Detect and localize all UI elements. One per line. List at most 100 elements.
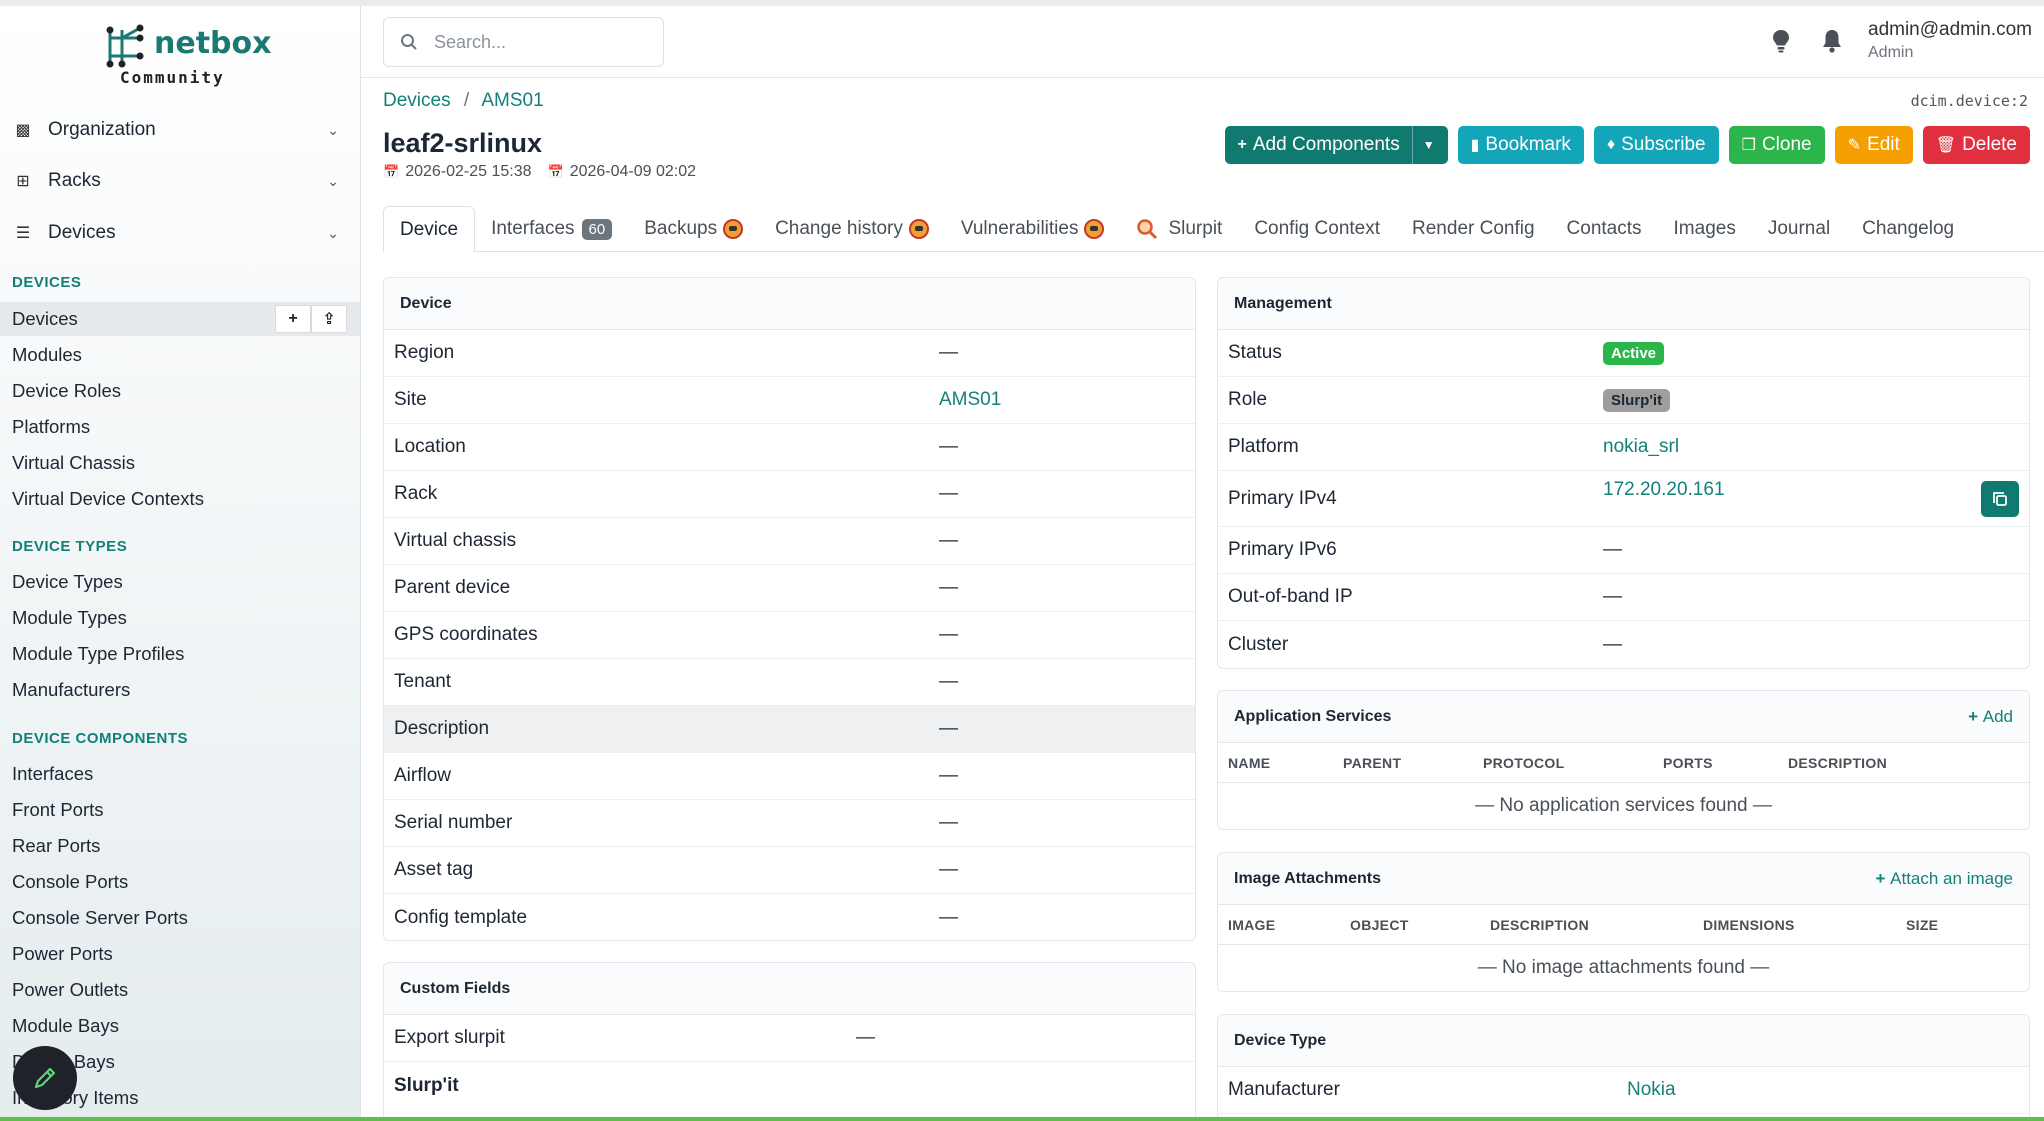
sidebar-item-module-type-profiles[interactable]: Module Type Profiles <box>0 637 360 671</box>
tab-change-history[interactable]: Change history <box>759 206 945 252</box>
search-input[interactable] <box>434 31 654 53</box>
sidebar-item-modules[interactable]: Modules <box>0 338 360 372</box>
subscribe-button[interactable]: ♦ Subscribe <box>1593 126 1719 164</box>
attr-row-role: Role Slurp'it <box>1218 377 2029 424</box>
lightbulb-icon[interactable] <box>1769 28 1793 54</box>
search-box[interactable] <box>383 17 664 67</box>
brand-name: netbox <box>154 26 272 61</box>
tab-backups[interactable]: Backups <box>628 206 759 252</box>
sidebar-item-power-outlets[interactable]: Power Outlets <box>0 973 360 1007</box>
edit-fab-button[interactable] <box>13 1046 77 1110</box>
attr-value: — <box>939 859 958 880</box>
object-actions: + Add Components ▼ ▮ Bookmark ♦ Subscrib… <box>1224 126 2030 164</box>
tab-images[interactable]: Images <box>1658 206 1752 252</box>
brand-edition: Community <box>120 68 225 87</box>
breadcrumb-devices-link[interactable]: Devices <box>383 90 451 111</box>
sidebar-item-module-bays[interactable]: Module Bays <box>0 1009 360 1043</box>
platform-link[interactable]: nokia_srl <box>1603 436 1680 457</box>
tab-changelog[interactable]: Changelog <box>1846 206 1970 252</box>
column-header[interactable]: DESCRIPTION <box>1788 754 1887 771</box>
copy-ip-button[interactable] <box>1981 480 2019 517</box>
sidebar-item-module-types[interactable]: Module Types <box>0 601 360 635</box>
sidebar-item-rear-ports[interactable]: Rear Ports <box>0 829 360 863</box>
copy-icon <box>1993 491 2007 506</box>
column-header[interactable]: OBJECT <box>1350 916 1409 933</box>
add-service-button[interactable]: + Add <box>1968 707 2013 727</box>
sidebar-item-manufacturers[interactable]: Manufacturers <box>0 673 360 707</box>
sidebar-item-label: Console Server Ports <box>12 907 188 928</box>
section-heading-device-types: DEVICE TYPES <box>12 538 128 555</box>
tab-config-context[interactable]: Config Context <box>1238 206 1396 252</box>
site-link[interactable]: AMS01 <box>939 389 1002 410</box>
tab-vulnerabilities[interactable]: Vulnerabilities <box>945 206 1121 252</box>
sidebar-item-virtual-chassis[interactable]: Virtual Chassis <box>0 446 360 480</box>
user-email: admin@admin.com <box>1868 19 2032 40</box>
tab-device[interactable]: Device <box>383 206 476 253</box>
tab-journal[interactable]: Journal <box>1752 206 1846 252</box>
chevron-down-icon[interactable]: ▼ <box>1411 126 1435 164</box>
sidebar-item-power-ports[interactable]: Power Ports <box>0 937 360 971</box>
column-header[interactable]: SIZE <box>1906 916 1939 933</box>
attr-label: Out-of-band IP <box>1228 586 1353 607</box>
rack-icon: ⊞ <box>16 173 30 190</box>
tab-label: Config Context <box>1254 218 1381 239</box>
attr-value: — <box>939 530 958 551</box>
column-header[interactable]: PROTOCOL <box>1483 754 1565 771</box>
attr-value: — <box>939 483 958 504</box>
sidebar-item-virtual-device-contexts[interactable]: Virtual Device Contexts <box>0 482 360 516</box>
attach-image-button[interactable]: + Attach an image <box>1875 869 2013 889</box>
sidebar-item-device-roles[interactable]: Device Roles <box>0 374 360 408</box>
header-divider <box>361 77 2044 78</box>
column-header[interactable]: PARENT <box>1343 754 1402 771</box>
add-components-button[interactable]: + Add Components ▼ <box>1224 126 1448 164</box>
bell-icon[interactable] <box>1820 28 1844 54</box>
netbox-logo[interactable]: netbox Community <box>102 22 271 92</box>
attr-row-manufacturer: Manufacturer Nokia <box>1218 1067 2029 1114</box>
tab-interfaces[interactable]: Interfaces 60 <box>475 206 628 252</box>
sidebar-item-console-ports[interactable]: Console Ports <box>0 865 360 899</box>
sidebar-item-platforms[interactable]: Platforms <box>0 410 360 444</box>
column-header[interactable]: DIMENSIONS <box>1703 916 1795 933</box>
created-value: 2026-02-25 15:38 <box>405 163 532 180</box>
sidebar-item-devices[interactable]: Devices + ⇪ <box>0 302 360 336</box>
sidebar-item-console-server-ports[interactable]: Console Server Ports <box>0 901 360 935</box>
attr-value: — <box>1603 586 1622 607</box>
edit-button[interactable]: ✎ Edit <box>1834 126 1913 164</box>
primary-ipv4-link[interactable]: 172.20.20.161 <box>1603 479 1725 500</box>
attr-value: — <box>939 812 958 833</box>
attr-row-cluster: Cluster — <box>1218 621 2029 668</box>
column-header[interactable]: PORTS <box>1663 754 1713 771</box>
sidebar-item-label: Front Ports <box>12 799 104 820</box>
tab-render-config[interactable]: Render Config <box>1396 206 1551 252</box>
column-header[interactable]: IMAGE <box>1228 916 1276 933</box>
add-device-button[interactable]: + <box>275 305 311 333</box>
custom-field-group: Slurp'it <box>384 1062 1195 1109</box>
card-title: Custom Fields <box>384 963 1195 1015</box>
column-header[interactable]: DESCRIPTION <box>1490 916 1589 933</box>
breadcrumb-site-link[interactable]: AMS01 <box>481 90 544 111</box>
menu-group-racks[interactable]: ⊞ Racks ⌄ <box>0 156 360 206</box>
attr-label: Tenant <box>394 671 452 692</box>
user-role: Admin <box>1868 44 1914 61</box>
column-header[interactable]: NAME <box>1228 754 1271 771</box>
server-icon: ☰ <box>15 225 31 242</box>
tab-slurpit[interactable]: Slurpit <box>1120 206 1238 252</box>
sidebar-item-device-types[interactable]: Device Types <box>0 565 360 599</box>
menu-group-organization[interactable]: ▩ Organization ⌄ <box>0 105 360 155</box>
role-badge[interactable]: Slurp'it <box>1603 389 1671 412</box>
menu-group-devices[interactable]: ☰ Devices ⌄ <box>0 208 360 258</box>
clone-button[interactable]: ❐ Clone <box>1728 126 1825 164</box>
bookmark-button[interactable]: ▮ Bookmark <box>1457 126 1584 164</box>
user-menu[interactable]: admin@admin.com Admin <box>1868 19 2032 62</box>
import-device-button[interactable]: ⇪ <box>311 305 347 333</box>
attr-value: — <box>939 624 958 645</box>
table-header: IMAGE OBJECT DESCRIPTION DIMENSIONS SIZE <box>1218 905 2029 945</box>
sidebar-item-label: Virtual Device Contexts <box>12 488 204 509</box>
delete-button[interactable]: 🗑 Delete <box>1922 126 2030 164</box>
sidebar-item-front-ports[interactable]: Front Ports <box>0 793 360 827</box>
tab-contacts[interactable]: Contacts <box>1551 206 1658 252</box>
manufacturer-link[interactable]: Nokia <box>1627 1079 1676 1100</box>
edit-label: Edit <box>1867 134 1900 155</box>
custom-fields-card: Custom Fields Export slurpit — Slurp'it <box>383 962 1196 1121</box>
sidebar-item-interfaces[interactable]: Interfaces <box>0 757 360 791</box>
